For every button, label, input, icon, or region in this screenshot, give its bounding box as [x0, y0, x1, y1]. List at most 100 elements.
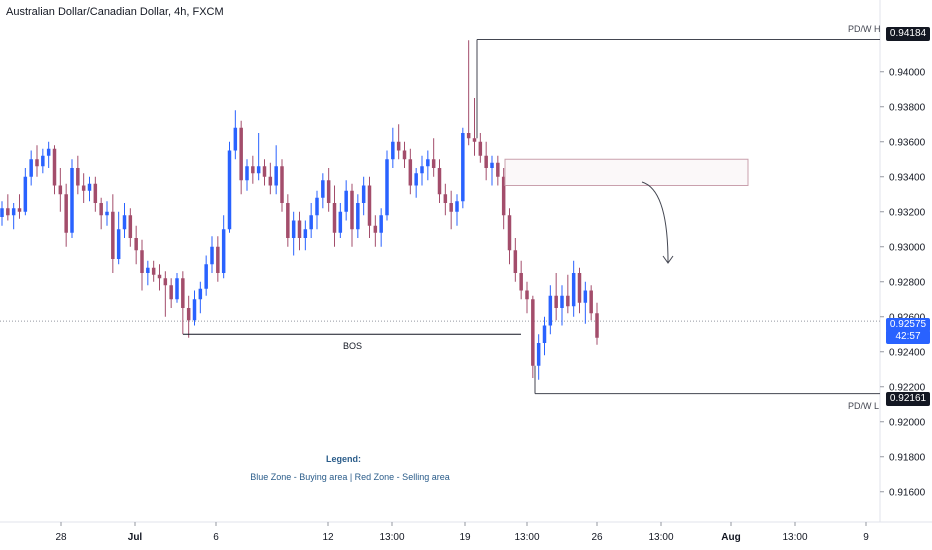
candle-body: [402, 150, 407, 160]
candle-body: [338, 211, 343, 233]
candle-body: [478, 141, 483, 156]
x-tick-label: 13:00: [379, 532, 404, 543]
candle-body: [81, 185, 86, 191]
x-tick-label: Aug: [721, 532, 740, 543]
candle-body: [11, 208, 16, 216]
y-tick-label: 0.92800: [889, 277, 926, 288]
pdw-high-price-tag: 0.94184: [886, 27, 930, 41]
x-tick-label: 28: [55, 532, 67, 543]
candle-body: [274, 166, 278, 186]
x-tick-label: Jul: [128, 532, 143, 543]
y-tick-label: 0.93400: [889, 172, 926, 183]
candle-body: [163, 278, 168, 286]
y-tick-label: 0.93200: [889, 207, 926, 218]
candle-body: [198, 288, 203, 300]
candle-body: [41, 155, 45, 167]
candle-body: [367, 185, 372, 226]
x-tick-label: 13:00: [514, 532, 539, 543]
candle-body: [116, 229, 121, 259]
candle-body: [216, 246, 220, 273]
candle-body: [186, 308, 191, 321]
legend-title: Legend:: [326, 454, 361, 464]
candle-body: [571, 273, 576, 307]
candle-body: [455, 201, 459, 212]
candle-body: [256, 166, 261, 174]
candle-body: [268, 176, 273, 186]
candle-body: [291, 220, 296, 238]
candle-body: [566, 295, 570, 307]
candle-body: [87, 183, 92, 191]
candle-body: [286, 203, 290, 238]
candle-body: [221, 229, 226, 273]
y-tick-label: 0.92600: [889, 312, 926, 323]
candle-body: [391, 141, 395, 160]
candle-body: [332, 203, 337, 233]
candle-body: [64, 194, 68, 233]
candle-body: [449, 203, 453, 212]
candle-body: [17, 208, 22, 212]
candle-body: [169, 285, 173, 300]
candle-body: [58, 185, 63, 195]
candle-body: [245, 166, 249, 181]
candle-body: [426, 159, 430, 167]
x-tick-label: 12: [322, 532, 334, 543]
candle-body: [356, 203, 360, 230]
candle-body: [99, 203, 103, 216]
candle-body: [181, 278, 185, 308]
candle-body: [6, 208, 10, 216]
candle-body: [431, 159, 436, 168]
candle-body: [46, 148, 51, 156]
projection-arrow: [641, 181, 669, 263]
y-tick-label: 0.94000: [889, 67, 926, 78]
candle-body: [507, 215, 512, 251]
candle-body: [251, 166, 255, 174]
candle-body: [262, 166, 267, 177]
y-tick-label: 0.92000: [889, 417, 926, 428]
candle-body: [151, 267, 156, 275]
pdw-high-label: PD/W H: [848, 24, 881, 34]
candle-body: [122, 215, 127, 230]
candle-body: [315, 197, 319, 216]
candle-body: [519, 273, 523, 291]
candle-body: [128, 215, 133, 238]
candle-body: [379, 215, 383, 233]
candle-body: [70, 168, 74, 233]
candle-body: [303, 229, 308, 238]
x-tick-label: 26: [591, 532, 603, 543]
pdw-low-price-tag: 0.92161: [886, 392, 930, 406]
candle-body: [589, 290, 593, 314]
candle-body: [29, 159, 33, 177]
candle-body: [297, 220, 302, 238]
candle-body: [542, 325, 547, 343]
candle-body: [210, 246, 214, 265]
x-tick-label: 13:00: [782, 532, 807, 543]
candle-body: [577, 273, 582, 303]
candle-body: [583, 290, 588, 303]
candle-body: [531, 299, 535, 366]
sell-zone-box: [504, 158, 749, 186]
candle-body: [309, 215, 313, 230]
current-price-tag: 0.92575: [886, 318, 930, 332]
countdown-tag: 42:57: [886, 330, 930, 344]
x-tick-label: 6: [213, 532, 219, 543]
candle-body: [134, 238, 138, 251]
candle-body: [461, 133, 465, 202]
candle-body: [350, 190, 354, 230]
projection-arrowhead: [662, 255, 674, 264]
candle-body: [280, 166, 284, 203]
candle-body: [52, 148, 57, 186]
candle-body: [513, 250, 518, 273]
y-tick-label: 0.92200: [889, 382, 926, 393]
x-tick-label: 19: [459, 532, 471, 543]
y-tick-label: 0.92400: [889, 347, 926, 358]
candle-body: [227, 150, 232, 230]
candle-body: [536, 343, 541, 366]
candle-body: [76, 168, 80, 186]
candle-body: [443, 194, 448, 203]
y-tick-label: 0.91800: [889, 452, 926, 463]
candle-body: [326, 180, 331, 203]
y-tick-label: 0.91600: [889, 487, 926, 498]
y-tick-label: 0.93600: [889, 137, 926, 148]
candle-body: [111, 211, 115, 259]
